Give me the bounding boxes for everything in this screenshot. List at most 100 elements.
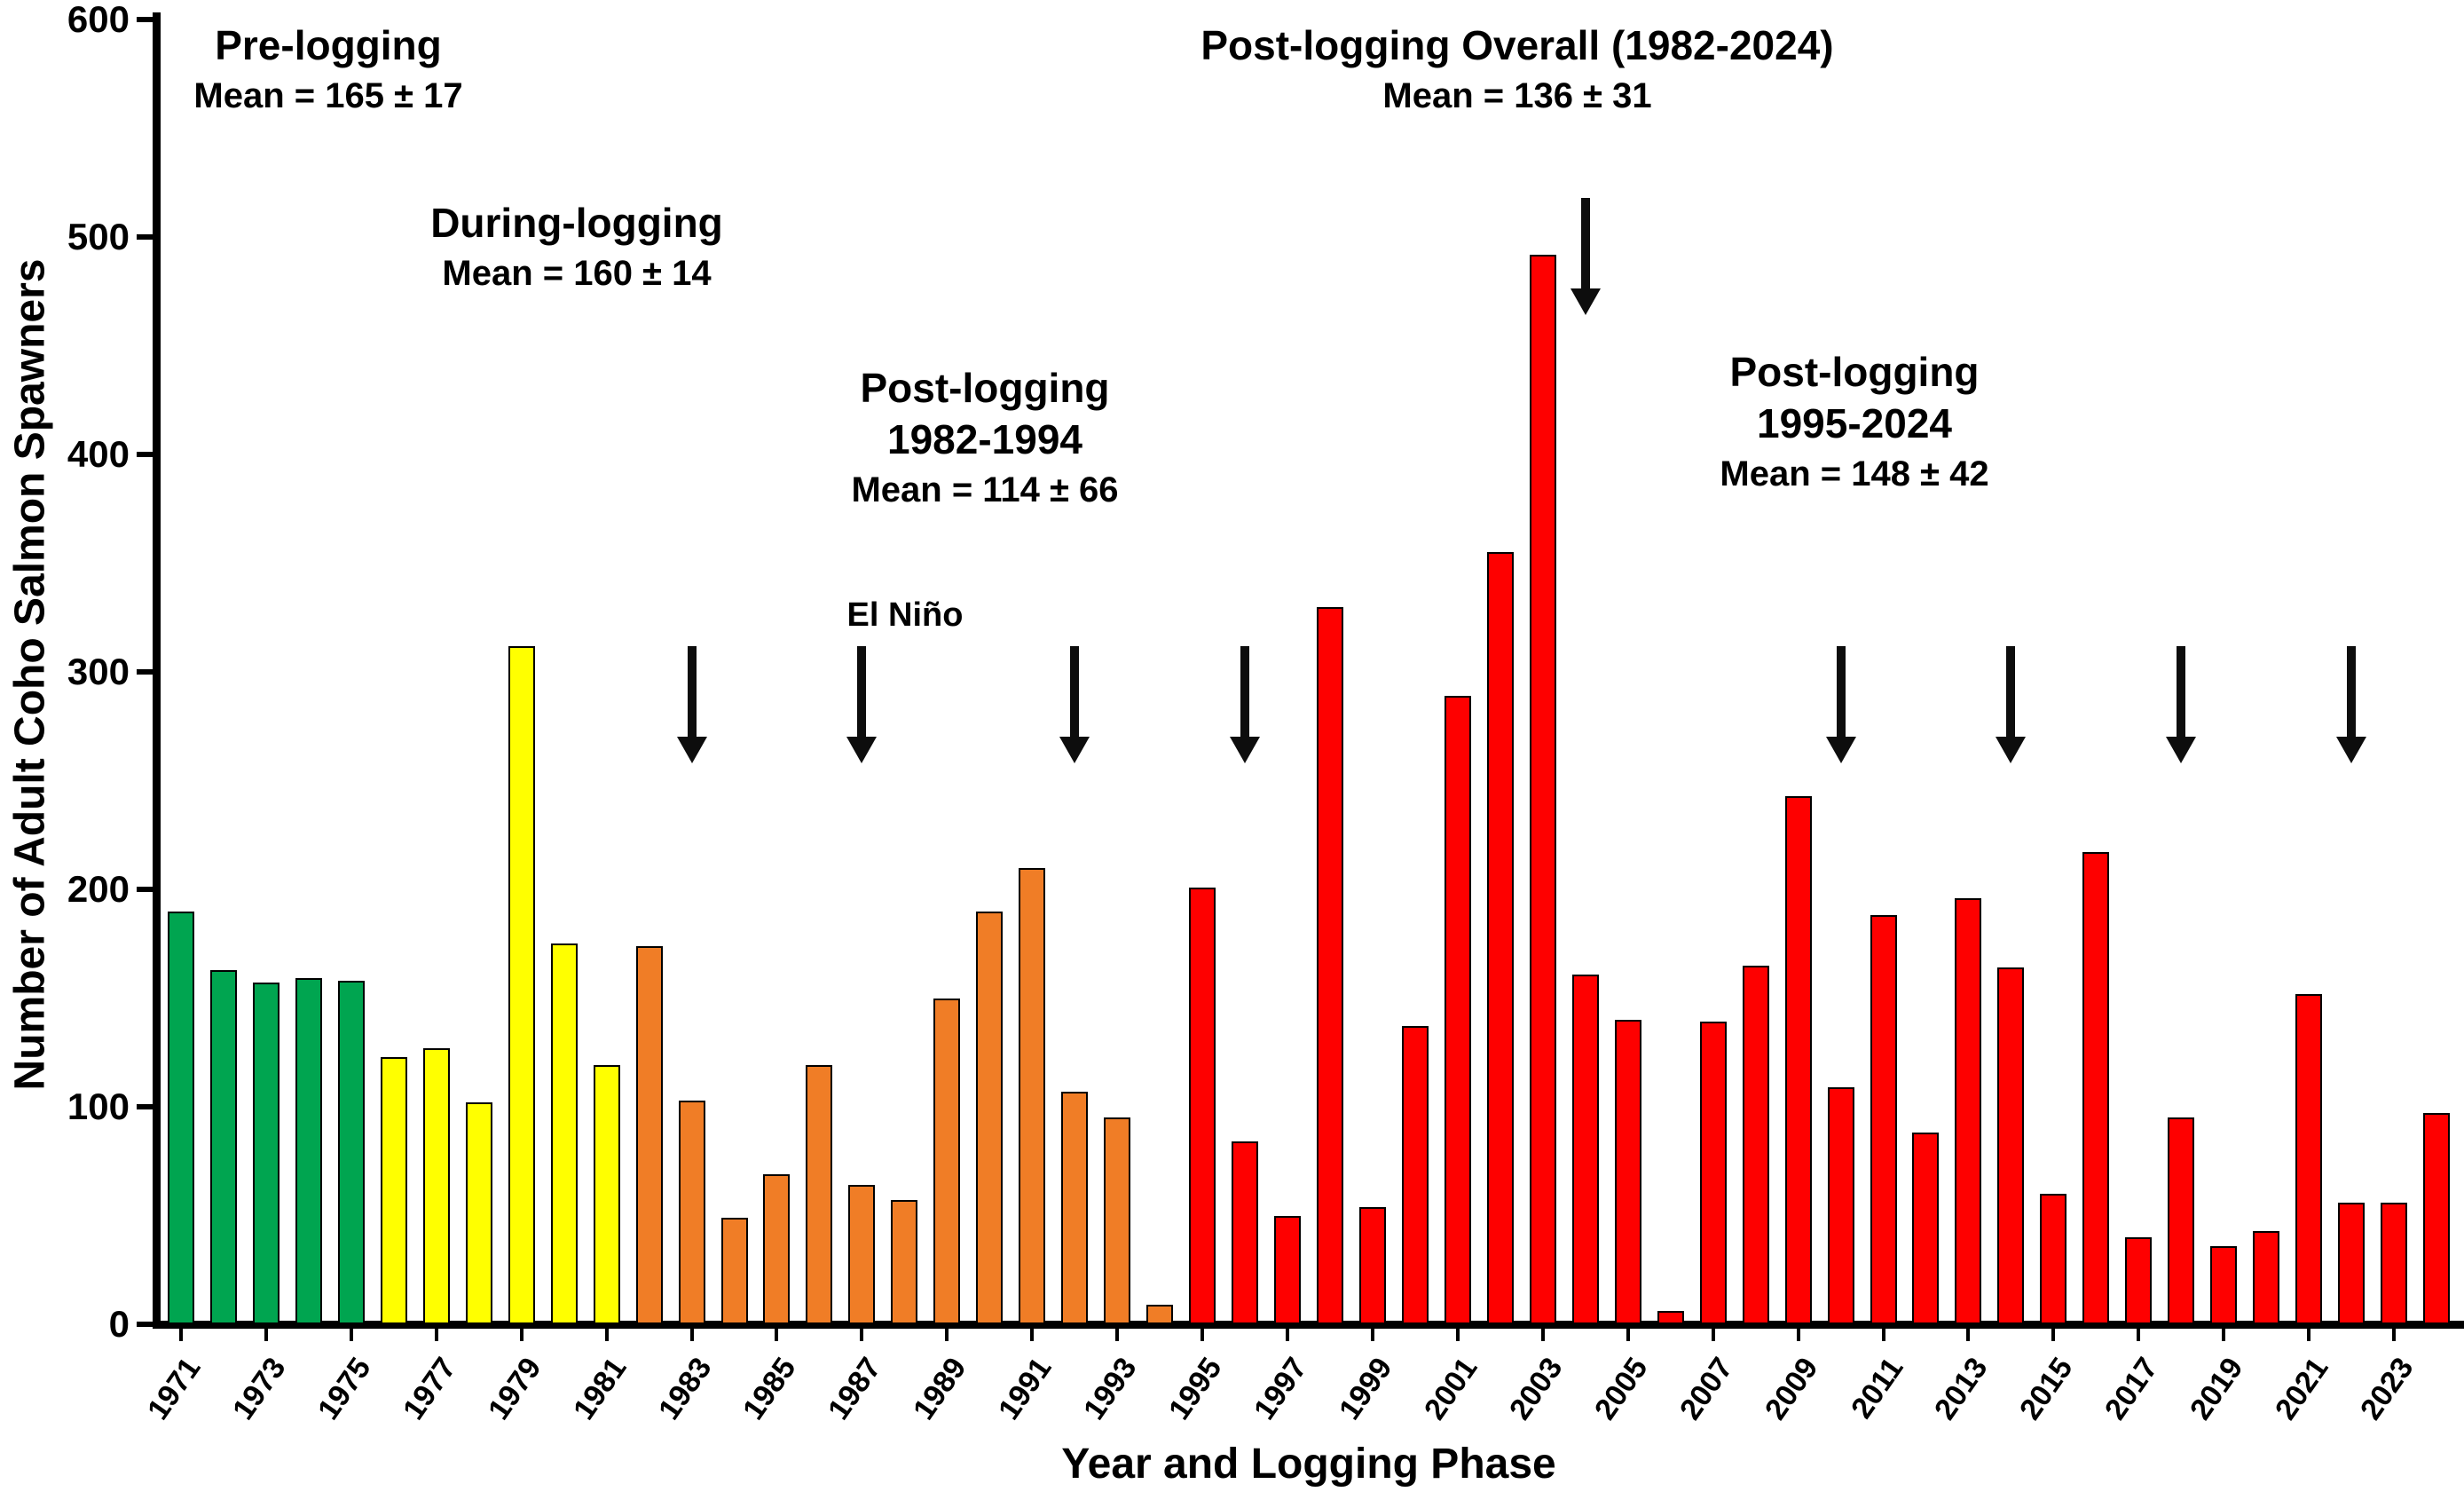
x-tick-2007 (1711, 1329, 1715, 1341)
bar-2006 (1657, 1311, 1684, 1324)
bar-2003 (1529, 254, 1556, 1324)
x-tick-2015 (2051, 1329, 2056, 1341)
bar-2013 (1955, 897, 1982, 1324)
x-tick-label-2005: 2005 (1587, 1351, 1655, 1426)
arrow-head (1570, 288, 1601, 316)
x-tick-2001 (1455, 1329, 1460, 1341)
annotation-title: Post-logging (1729, 349, 1980, 395)
arrow-head (1059, 736, 1090, 763)
x-tick-1983 (689, 1329, 694, 1341)
x-tick-1997 (1286, 1329, 1290, 1341)
x-tick-1977 (434, 1329, 438, 1341)
bar-1991 (1019, 867, 1046, 1324)
x-tick-label-1989: 1989 (907, 1351, 973, 1426)
annotation-during-logging: During-logging Mean = 160 ± 14 (364, 197, 790, 298)
bar-2016 (2082, 852, 2110, 1324)
el-nino-arrow-2010 (1825, 645, 1856, 763)
arrow-head (676, 736, 707, 763)
bar-1982 (635, 945, 663, 1324)
annotation-mean: Mean = 114 ± 66 (851, 470, 1119, 509)
y-tick-300 (137, 669, 153, 675)
annotation-subtitle: 1995-2024 (1757, 400, 1952, 446)
y-tick-label-600: 600 (67, 0, 130, 40)
y-tick-label-0: 0 (108, 1303, 130, 1345)
y-axis-line (153, 12, 161, 1329)
bar-1994 (1146, 1304, 1174, 1324)
x-tick-label-2001: 2001 (1417, 1351, 1484, 1426)
bar-1990 (976, 911, 1004, 1324)
x-tick-label-2019: 2019 (2184, 1351, 2250, 1426)
el-nino-arrow-2014 (1996, 645, 2027, 763)
bar-1985 (763, 1173, 791, 1324)
x-tick-label-1997: 1997 (1247, 1351, 1314, 1426)
x-tick-label-1985: 1985 (736, 1351, 803, 1426)
annotation-subtitle: 1982-1994 (887, 416, 1082, 462)
arrow-shaft (1836, 645, 1846, 737)
annotation-mean: Mean = 160 ± 14 (442, 254, 712, 293)
x-axis-title: Year and Logging Phase (1061, 1441, 1556, 1488)
bar-1983 (678, 1100, 705, 1324)
x-tick-1993 (1115, 1329, 1120, 1341)
y-tick-400 (137, 452, 153, 457)
x-tick-2011 (1881, 1329, 1885, 1341)
x-tick-label-2015: 2015 (2013, 1351, 2080, 1426)
arrow-shaft (2177, 645, 2186, 737)
x-tick-2023 (2392, 1329, 2397, 1341)
x-tick-label-1981: 1981 (566, 1351, 634, 1426)
bar-2005 (1614, 1020, 1641, 1324)
x-tick-2009 (1796, 1329, 1800, 1341)
bar-1971 (167, 911, 194, 1324)
annotation-title: During-logging (430, 200, 723, 246)
arrow-shaft (857, 645, 867, 737)
arrow-head (2166, 736, 2197, 763)
x-tick-label-2013: 2013 (1928, 1351, 1995, 1426)
x-tick-label-1987: 1987 (822, 1351, 888, 1426)
bar-2009 (1784, 795, 1812, 1324)
bar-2000 (1401, 1026, 1429, 1324)
bar-1977 (422, 1047, 450, 1324)
bar-1978 (465, 1102, 492, 1324)
x-tick-2005 (1626, 1329, 1630, 1341)
el-nino-arrow-1996 (1230, 645, 1261, 763)
y-tick-600 (137, 17, 153, 22)
bar-2002 (1486, 552, 1514, 1324)
x-tick-label-1991: 1991 (992, 1351, 1059, 1426)
bar-2020 (2253, 1230, 2280, 1324)
annotation-title: Post-logging (860, 365, 1110, 411)
bar-1972 (209, 969, 237, 1324)
bar-2019 (2210, 1245, 2238, 1324)
bar-1975 (337, 980, 365, 1324)
y-tick-label-500: 500 (67, 216, 130, 257)
arrow-head (2336, 736, 2367, 763)
annotation-title: Pre-logging (215, 22, 442, 68)
bar-1996 (1232, 1141, 1259, 1324)
x-tick-1991 (1030, 1329, 1035, 1341)
x-tick-2013 (1966, 1329, 1971, 1341)
arrow-shaft (687, 645, 697, 737)
arrow-head (1825, 736, 1856, 763)
x-tick-1971 (178, 1329, 183, 1341)
annotation-post-logging-1995-2024: Post-logging 1995-2024 Mean = 148 ± 42 (1641, 346, 2067, 499)
y-axis-title: Number of Adult Coho Salmon Spawners (6, 258, 54, 1091)
bar-2021 (2295, 993, 2323, 1324)
bar-2018 (2168, 1117, 2195, 1324)
bar-2022 (2338, 1202, 2366, 1324)
bar-2024 (2423, 1113, 2451, 1324)
el-nino-arrow-2004 (1570, 197, 1601, 316)
x-tick-1989 (945, 1329, 949, 1341)
x-tick-label-2011: 2011 (1844, 1351, 1909, 1425)
bar-1974 (295, 978, 322, 1324)
bar-1989 (933, 998, 961, 1324)
y-tick-label-400: 400 (67, 433, 130, 475)
bar-2015 (2040, 1194, 2067, 1324)
annotation-mean: Mean = 165 ± 17 (193, 76, 463, 115)
bar-1997 (1274, 1215, 1302, 1324)
bar-1992 (1061, 1091, 1089, 1324)
x-tick-1973 (264, 1329, 268, 1341)
bar-2007 (1699, 1022, 1727, 1324)
el-nino-arrow-1992 (1059, 645, 1090, 763)
el-nino-arrow-2022 (2336, 645, 2367, 763)
x-tick-label-2007: 2007 (1673, 1351, 1740, 1426)
y-tick-label-200: 200 (67, 868, 130, 910)
x-tick-label-1977: 1977 (396, 1351, 463, 1426)
